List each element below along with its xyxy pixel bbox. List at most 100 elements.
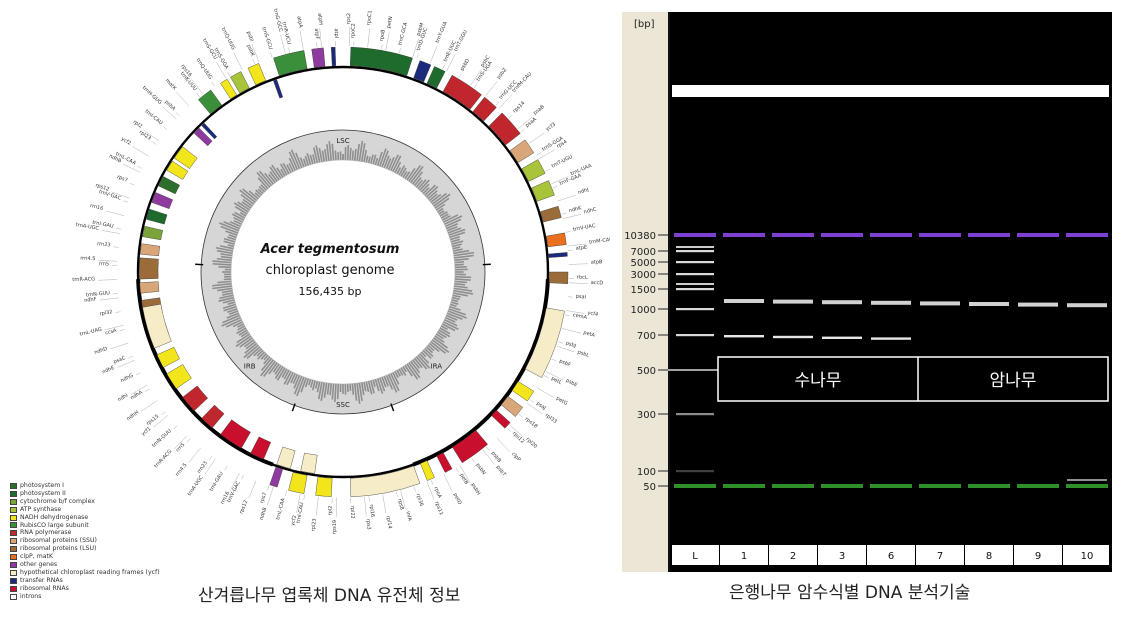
gene-label: petL	[550, 376, 563, 386]
gene-leader	[556, 345, 575, 353]
legend-label: NADH dehydrogenase	[20, 513, 89, 521]
gc-bar	[358, 382, 363, 402]
sample-band-1000	[773, 299, 813, 304]
legend-item: NADH dehydrogenase	[10, 514, 160, 522]
gc-bar	[235, 335, 252, 348]
gene-label: accD	[591, 280, 604, 287]
gc-bar	[222, 292, 234, 296]
gene-leader	[538, 149, 556, 160]
gene-block	[442, 74, 482, 110]
gc-bar	[227, 244, 235, 248]
gene-block	[350, 46, 413, 76]
gene-label: ndhE	[101, 365, 115, 375]
gene-label: rpl32	[99, 309, 113, 317]
gene-block	[315, 476, 333, 497]
legend-swatch	[10, 593, 17, 600]
scale-separator	[668, 12, 670, 572]
legend-label: clpP, matK	[20, 553, 54, 561]
legend-item: ribosomal proteins (SSU)	[10, 537, 160, 545]
gene-leader	[115, 311, 121, 313]
gene-block	[331, 46, 336, 66]
gc-bar	[415, 356, 428, 370]
gc-bar	[440, 213, 449, 219]
gene-label: ccsA	[105, 328, 118, 337]
gene-label: trnM-CAU	[589, 237, 610, 246]
gc-bar	[223, 221, 241, 230]
ladder-size-label: 100	[637, 467, 656, 478]
gene-leader	[520, 129, 525, 133]
gene-block	[193, 127, 213, 147]
gc-bar	[449, 236, 460, 241]
gc-bar	[260, 184, 267, 191]
gene-leader	[267, 486, 274, 506]
gc-bar	[381, 376, 387, 388]
gc-bar	[431, 339, 450, 353]
gene-leader	[117, 359, 135, 368]
gene-leader	[316, 42, 318, 48]
gene-leader	[459, 465, 470, 482]
gene-leader	[561, 212, 567, 215]
gene-block	[182, 385, 208, 412]
gc-bar	[321, 150, 326, 162]
gc-bar	[216, 257, 232, 262]
gene-leader	[230, 472, 240, 490]
gene-leader	[270, 52, 273, 58]
sample-band-1000	[871, 300, 911, 305]
gc-bar	[290, 149, 301, 170]
legend-label: transfer RNAs	[20, 576, 63, 584]
gc-bar	[315, 145, 321, 163]
legend-swatch	[10, 538, 17, 545]
region-label: LSC	[336, 137, 349, 145]
gc-bar	[451, 299, 459, 303]
gene-label: rpl2	[327, 506, 333, 516]
gc-bar	[454, 282, 466, 286]
gc-bar	[449, 305, 461, 311]
lane-label: 2	[790, 551, 796, 562]
gc-bar	[433, 337, 448, 349]
gc-bar	[433, 193, 451, 207]
gc-bar	[268, 173, 276, 184]
gene-leader	[518, 414, 523, 418]
gene-label: clpP	[510, 451, 521, 463]
gc-bar	[450, 301, 459, 305]
gc-bar	[379, 148, 387, 167]
gene-leader	[458, 73, 462, 78]
gc-bar	[308, 378, 312, 386]
gc-bar	[440, 325, 448, 331]
female-group-label: 암나무	[989, 371, 1037, 391]
gene-leader	[552, 185, 558, 189]
gene-leader	[128, 355, 134, 359]
ladder-band	[676, 334, 714, 337]
legend-swatch	[10, 577, 17, 584]
gene-label: petD	[452, 492, 463, 506]
gc-bar	[437, 207, 444, 213]
gene-leader	[508, 114, 513, 119]
gc-bar	[237, 201, 251, 211]
gene-label: ycf3	[545, 122, 557, 133]
gene-block	[452, 429, 488, 464]
male-group-label: 수나무	[794, 371, 842, 391]
gene-leader	[509, 424, 524, 438]
gene-label: ndhK	[568, 205, 583, 214]
gene-block	[273, 50, 308, 76]
gc-bar	[296, 376, 305, 397]
gc-bar	[425, 186, 439, 198]
sample-band-700	[822, 336, 862, 339]
region-label: IRA	[431, 362, 443, 370]
gc-bar	[425, 346, 434, 354]
gc-bar	[223, 305, 237, 312]
gc-bar	[212, 285, 232, 290]
gene-label: rpl20	[524, 437, 538, 450]
irb-thick-arc	[136, 279, 274, 467]
gene-block	[166, 160, 189, 180]
gene-block	[413, 60, 432, 83]
gc-bar	[411, 171, 423, 185]
gc-bar	[438, 329, 451, 338]
gene-leader	[551, 176, 569, 185]
gc-bar	[318, 147, 323, 163]
gene-leader	[280, 35, 286, 54]
ladder-size-label: 50	[643, 482, 656, 493]
legend-item: introns	[10, 593, 160, 601]
legend-swatch	[10, 554, 17, 561]
gc-bar	[453, 289, 474, 295]
